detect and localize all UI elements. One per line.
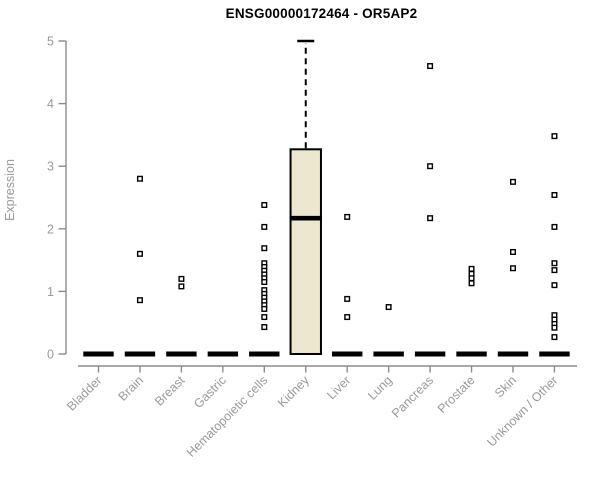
outlier-point: [427, 215, 434, 222]
outlier-point: [510, 265, 517, 272]
outlier-point: [136, 297, 143, 304]
zero-median-bar: [497, 351, 529, 357]
outlier-point: [551, 334, 558, 341]
y-tick-label: 2: [47, 222, 54, 236]
outlier-point: [468, 275, 475, 282]
zero-median-bar: [456, 351, 487, 357]
outlier-point: [551, 267, 558, 274]
zero-median-bar: [414, 351, 446, 357]
outlier-point: [551, 282, 558, 289]
x-tick-label: Unknown / Other: [484, 373, 560, 449]
outlier-point: [427, 63, 434, 70]
outlier-point: [551, 191, 558, 198]
outlier-point: [344, 213, 351, 220]
zero-median-bar: [207, 351, 239, 357]
outlier-point: [468, 280, 475, 287]
x-tick-label: Hematopoietic cells: [184, 373, 271, 460]
outlier-point: [344, 314, 351, 321]
x-tick-label: Lung: [365, 373, 395, 403]
outlier-point: [178, 283, 185, 290]
outlier-point: [261, 279, 268, 286]
outlier-point: [551, 133, 558, 140]
outlier-point: [551, 324, 558, 331]
y-tick-label: 4: [47, 97, 54, 111]
x-tick-label: Gastric: [191, 373, 229, 411]
y-tick-label: 3: [47, 160, 54, 174]
outlier-point: [427, 163, 434, 170]
zero-median-bar: [539, 351, 570, 357]
outlier-point: [551, 260, 558, 267]
outlier-point: [510, 178, 517, 185]
y-tick-label: 0: [47, 348, 54, 362]
outlier-point: [261, 324, 268, 331]
x-tick-label: Pancreas: [389, 373, 436, 420]
outlier-point: [551, 223, 558, 230]
x-tick-label: Prostate: [435, 373, 478, 416]
chart-title: ENSG00000172464 - OR5AP2: [225, 6, 418, 21]
outlier-point: [178, 275, 185, 282]
outlier-point: [385, 304, 392, 311]
outlier-point: [261, 223, 268, 230]
zero-median-bar: [332, 351, 363, 357]
box-iqr: [289, 148, 322, 355]
outlier-point: [261, 314, 268, 321]
outlier-point: [344, 295, 351, 302]
outlier-point: [136, 250, 143, 257]
x-tick-label: Liver: [324, 373, 353, 402]
outlier-point: [468, 265, 475, 272]
y-tick-label: 5: [47, 35, 54, 49]
x-tick-label: Brain: [116, 373, 147, 404]
zero-median-bar: [373, 351, 404, 357]
zero-median-bar: [124, 351, 156, 357]
zero-median-bar: [83, 351, 114, 357]
x-tick-label: Breast: [152, 373, 188, 409]
outlier-point: [261, 202, 268, 209]
outlier-point: [136, 175, 143, 182]
outlier-point: [261, 305, 268, 312]
x-tick-label: Skin: [492, 373, 519, 400]
x-tick-label: Bladder: [64, 373, 104, 413]
zero-median-bar: [249, 351, 280, 357]
y-tick-label: 1: [47, 285, 54, 299]
x-tick-label: Kidney: [275, 373, 312, 410]
zero-median-bar: [166, 351, 197, 357]
y-axis-title: Expression: [3, 159, 17, 221]
outlier-point: [510, 248, 517, 255]
outlier-point: [261, 245, 268, 252]
